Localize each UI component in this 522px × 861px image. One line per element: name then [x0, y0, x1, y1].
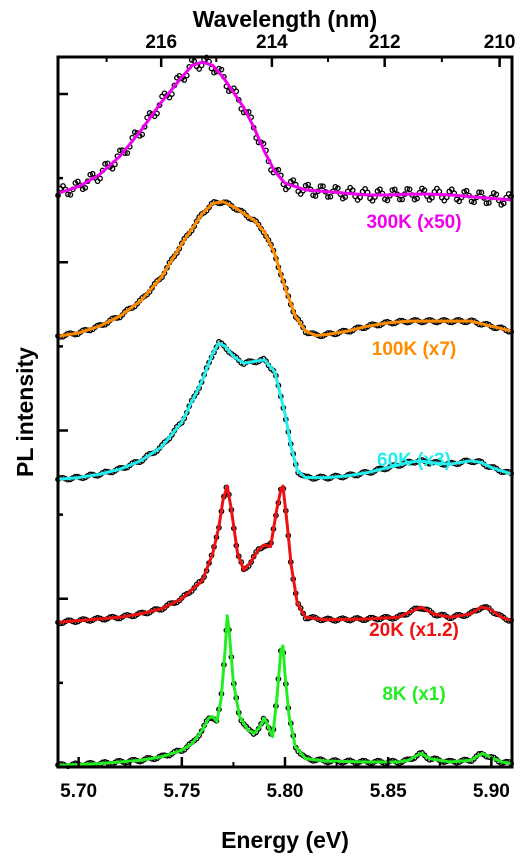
fit-line-20k	[57, 484, 513, 624]
data-point	[377, 186, 383, 193]
data-point	[421, 187, 428, 193]
data-point	[456, 198, 463, 205]
series-label-300k: 300K (x50)	[366, 212, 461, 233]
data-point	[463, 187, 470, 194]
data-point	[89, 170, 96, 177]
x-tick-label: 5.90	[473, 781, 510, 802]
fit-line-100k	[57, 200, 513, 338]
data-point	[342, 194, 349, 200]
data-point	[312, 193, 319, 199]
data-point	[65, 191, 71, 198]
data-point	[389, 187, 396, 193]
data-point	[275, 166, 282, 173]
top-tick-label: 216	[145, 32, 177, 53]
data-point	[82, 185, 89, 191]
data-point	[500, 200, 507, 207]
data-point	[97, 175, 103, 182]
x-tick-label: 5.85	[370, 781, 407, 802]
data-point	[67, 191, 74, 198]
top-axis-title: Wavelength (nm)	[193, 6, 377, 32]
series-label-8k: 8K (x1)	[382, 684, 445, 705]
series-layer	[55, 54, 515, 770]
data-point	[327, 193, 334, 200]
series-8k	[55, 614, 515, 770]
data-point	[74, 178, 81, 185]
data-point	[181, 77, 188, 83]
data-point	[369, 197, 376, 204]
data-point	[448, 186, 455, 193]
data-point	[391, 186, 398, 193]
data-point	[320, 183, 326, 190]
data-point	[406, 186, 413, 193]
data-point	[124, 150, 131, 156]
top-tick-label: 210	[484, 32, 516, 53]
labels-layer: 8K (x1) 20K (x1.2) 60K (x3) 100K (x7) 300K (…	[366, 212, 461, 705]
fit-line-8k	[57, 614, 513, 767]
series-label-100k: 100K (x7)	[372, 339, 457, 360]
data-point	[414, 195, 420, 202]
x-tick-label: 5.80	[267, 781, 304, 802]
data-point	[218, 66, 225, 73]
data-point	[317, 183, 324, 189]
series-300k	[55, 54, 515, 208]
data-point	[483, 200, 490, 207]
series-20k	[55, 484, 515, 627]
data-point	[399, 196, 406, 203]
fit-line-300k	[57, 60, 513, 202]
data-point	[478, 189, 485, 196]
data-point	[384, 197, 391, 204]
x-tick-label: 5.70	[60, 781, 97, 802]
data-point	[404, 186, 411, 192]
data-point	[109, 165, 116, 172]
x-tick-label: 5.75	[163, 781, 200, 802]
data-point	[325, 194, 331, 200]
x-axis-title: Energy (eV)	[221, 827, 349, 853]
top-tick-label: 214	[256, 32, 288, 53]
series-label-60k: 60K (x3)	[377, 450, 451, 471]
data-point	[334, 185, 341, 191]
ticks-layer: 5.70 5.75 5.80 5.85 5.90 216 214 212 210	[58, 32, 515, 802]
series-100k	[55, 199, 515, 340]
data-point	[290, 177, 297, 183]
y-axis-title: PL intensity	[12, 347, 38, 477]
series-60k	[55, 339, 515, 483]
series-label-20k: 20K (x1.2)	[369, 620, 459, 641]
data-point	[305, 181, 311, 188]
top-tick-label: 212	[369, 32, 401, 53]
data-point	[117, 147, 123, 154]
data-point	[139, 131, 146, 138]
data-point	[493, 191, 500, 198]
fit-line-60k	[57, 341, 513, 481]
data-point	[471, 199, 477, 206]
data-point	[396, 196, 403, 203]
data-point	[486, 200, 492, 206]
data-point	[102, 161, 108, 167]
data-point	[476, 189, 482, 196]
data-point	[131, 129, 138, 136]
